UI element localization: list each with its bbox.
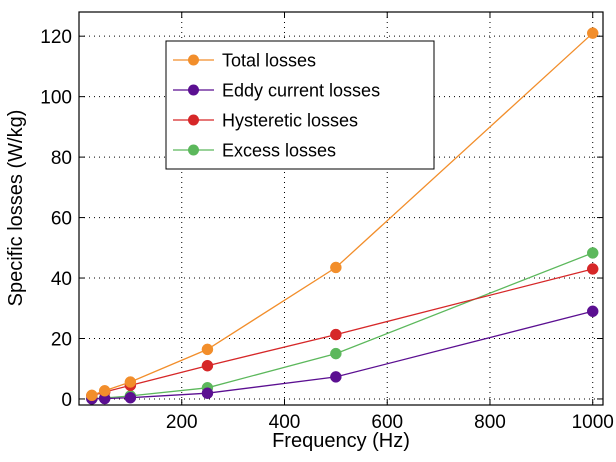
data-point-eddy-current-losses — [124, 391, 137, 404]
data-point-total-losses — [86, 389, 98, 402]
data-point-eddy-current-losses — [201, 387, 214, 399]
data-point-eddy-current-losses — [586, 305, 599, 318]
legend-swatch-marker-eddy-current-losses — [188, 84, 199, 96]
data-point-total-losses — [586, 27, 599, 39]
y-axis-title: Specific losses (W/kg) — [5, 110, 27, 307]
data-point-total-losses — [98, 385, 111, 397]
x-tick-label: 200 — [166, 412, 198, 433]
data-point-total-losses — [124, 376, 137, 388]
y-tick-label: 100 — [40, 88, 72, 109]
axis-ticks: 200 400 600 800 1000 0 20 40 60 80 100 120 — [40, 12, 614, 433]
y-tick-label: 40 — [51, 269, 72, 290]
legend-label-excess-losses: Excess losses — [222, 141, 336, 161]
plot-frame — [78, 11, 604, 406]
series-layer — [86, 27, 599, 405]
legend-label-total-losses: Total losses — [222, 51, 316, 71]
data-point-hysteretic-losses — [201, 359, 214, 372]
y-tick-label: 20 — [51, 329, 72, 350]
data-point-total-losses — [201, 343, 214, 356]
legend: Total losses Eddy current losses Hystereti… — [165, 40, 435, 170]
data-point-eddy-current-losses — [330, 371, 342, 383]
legend-swatch-marker-excess-losses — [188, 144, 199, 156]
data-point-total-losses — [330, 261, 342, 274]
legend-swatch-marker-hysteretic-losses — [188, 114, 199, 126]
x-axis-title: Frequency (Hz) — [272, 430, 410, 452]
y-tick-label: 80 — [51, 148, 72, 169]
y-tick-label: 60 — [51, 209, 72, 230]
x-tick-label: 600 — [371, 412, 403, 433]
y-tick-label: 0 — [61, 390, 72, 411]
legend-swatch-marker-total-losses — [188, 54, 199, 66]
y-tick-label: 120 — [40, 27, 72, 48]
legend-box — [165, 40, 435, 170]
data-point-hysteretic-losses — [586, 263, 599, 275]
legend-label-hysteretic-losses: Hysteretic losses — [222, 111, 358, 131]
data-point-excess-losses — [586, 247, 599, 259]
legend-label-eddy-current-losses: Eddy current losses — [222, 81, 380, 101]
x-tick-label: 400 — [269, 412, 301, 433]
data-point-hysteretic-losses — [330, 328, 342, 341]
x-tick-label: 1000 — [572, 412, 614, 433]
data-point-excess-losses — [330, 347, 342, 360]
x-tick-label: 800 — [474, 412, 506, 433]
